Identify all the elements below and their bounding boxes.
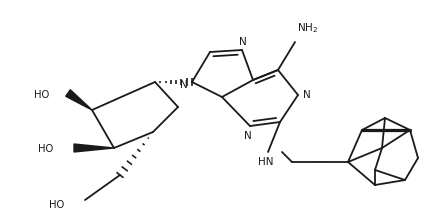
Text: N: N — [303, 90, 311, 100]
Text: N: N — [239, 37, 247, 47]
Text: N: N — [180, 80, 188, 90]
Text: NH$_2$: NH$_2$ — [297, 21, 319, 35]
Text: HO: HO — [34, 90, 50, 100]
Polygon shape — [74, 144, 114, 152]
Text: HO: HO — [39, 144, 54, 154]
Text: N: N — [244, 131, 252, 141]
Text: HN: HN — [258, 157, 273, 167]
Polygon shape — [66, 90, 92, 110]
Text: HO: HO — [49, 200, 65, 210]
